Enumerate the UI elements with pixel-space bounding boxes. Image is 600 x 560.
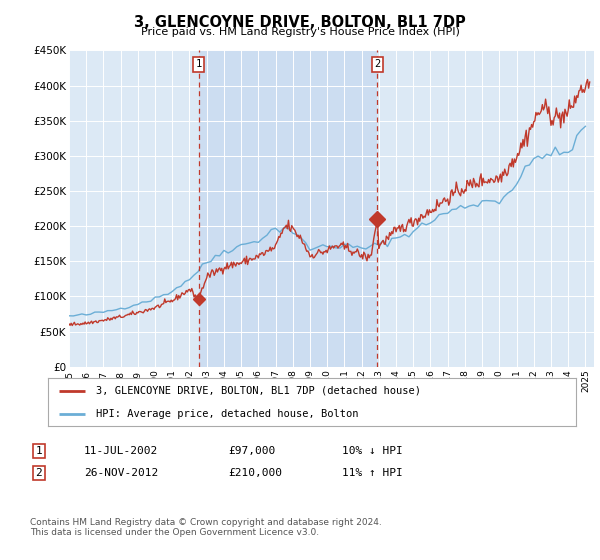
Text: HPI: Average price, detached house, Bolton: HPI: Average price, detached house, Bolt… bbox=[95, 409, 358, 419]
Text: 2: 2 bbox=[374, 59, 380, 69]
Text: 1: 1 bbox=[35, 446, 43, 456]
Text: Price paid vs. HM Land Registry's House Price Index (HPI): Price paid vs. HM Land Registry's House … bbox=[140, 27, 460, 38]
Text: 10% ↓ HPI: 10% ↓ HPI bbox=[342, 446, 403, 456]
Text: £210,000: £210,000 bbox=[228, 468, 282, 478]
Text: 2: 2 bbox=[35, 468, 43, 478]
Text: 11-JUL-2002: 11-JUL-2002 bbox=[84, 446, 158, 456]
Text: 11% ↑ HPI: 11% ↑ HPI bbox=[342, 468, 403, 478]
Text: 26-NOV-2012: 26-NOV-2012 bbox=[84, 468, 158, 478]
Text: 3, GLENCOYNE DRIVE, BOLTON, BL1 7DP: 3, GLENCOYNE DRIVE, BOLTON, BL1 7DP bbox=[134, 15, 466, 30]
Text: Contains HM Land Registry data © Crown copyright and database right 2024.
This d: Contains HM Land Registry data © Crown c… bbox=[30, 518, 382, 537]
Text: £97,000: £97,000 bbox=[228, 446, 275, 456]
Text: 1: 1 bbox=[196, 59, 202, 69]
Text: 3, GLENCOYNE DRIVE, BOLTON, BL1 7DP (detached house): 3, GLENCOYNE DRIVE, BOLTON, BL1 7DP (det… bbox=[95, 386, 421, 396]
Bar bbox=[199, 50, 377, 367]
